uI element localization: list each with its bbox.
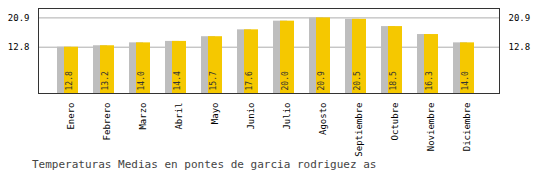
svg-text:Noviembre: Noviembre: [426, 103, 436, 152]
svg-text:Octubre: Octubre: [390, 103, 400, 141]
svg-text:17.6: 17.6: [245, 71, 254, 90]
svg-text:12.8: 12.8: [8, 42, 30, 52]
svg-text:Agosto: Agosto: [318, 103, 328, 136]
svg-text:20.5: 20.5: [353, 71, 362, 90]
svg-text:14.0: 14.0: [461, 71, 470, 90]
svg-text:Diciembre: Diciembre: [462, 103, 472, 152]
svg-text:Julio: Julio: [282, 103, 292, 130]
svg-text:Enero: Enero: [66, 103, 76, 130]
svg-text:20.9: 20.9: [317, 71, 326, 90]
svg-text:Abril: Abril: [174, 103, 184, 130]
svg-text:18.5: 18.5: [389, 71, 398, 90]
svg-text:Mayo: Mayo: [210, 103, 220, 125]
svg-text:14.0: 14.0: [137, 71, 146, 90]
svg-text:20.9: 20.9: [8, 13, 30, 23]
svg-text:Junio: Junio: [246, 103, 256, 130]
svg-text:12.8: 12.8: [509, 42, 531, 52]
svg-text:14.4: 14.4: [173, 71, 182, 90]
svg-text:Septiembre: Septiembre: [354, 103, 364, 157]
svg-text:13.2: 13.2: [101, 71, 110, 90]
svg-text:20.0: 20.0: [281, 71, 290, 90]
svg-text:Marzo: Marzo: [138, 103, 148, 130]
svg-text:12.8: 12.8: [65, 71, 74, 90]
svg-text:20.9: 20.9: [509, 13, 531, 23]
svg-text:16.3: 16.3: [425, 71, 434, 90]
svg-text:Febrero: Febrero: [102, 103, 112, 141]
html-text:Temperaturas Medias en pontes: Temperaturas Medias en pontes de garcia …: [32, 158, 377, 171]
svg-text:15.7: 15.7: [209, 71, 218, 90]
